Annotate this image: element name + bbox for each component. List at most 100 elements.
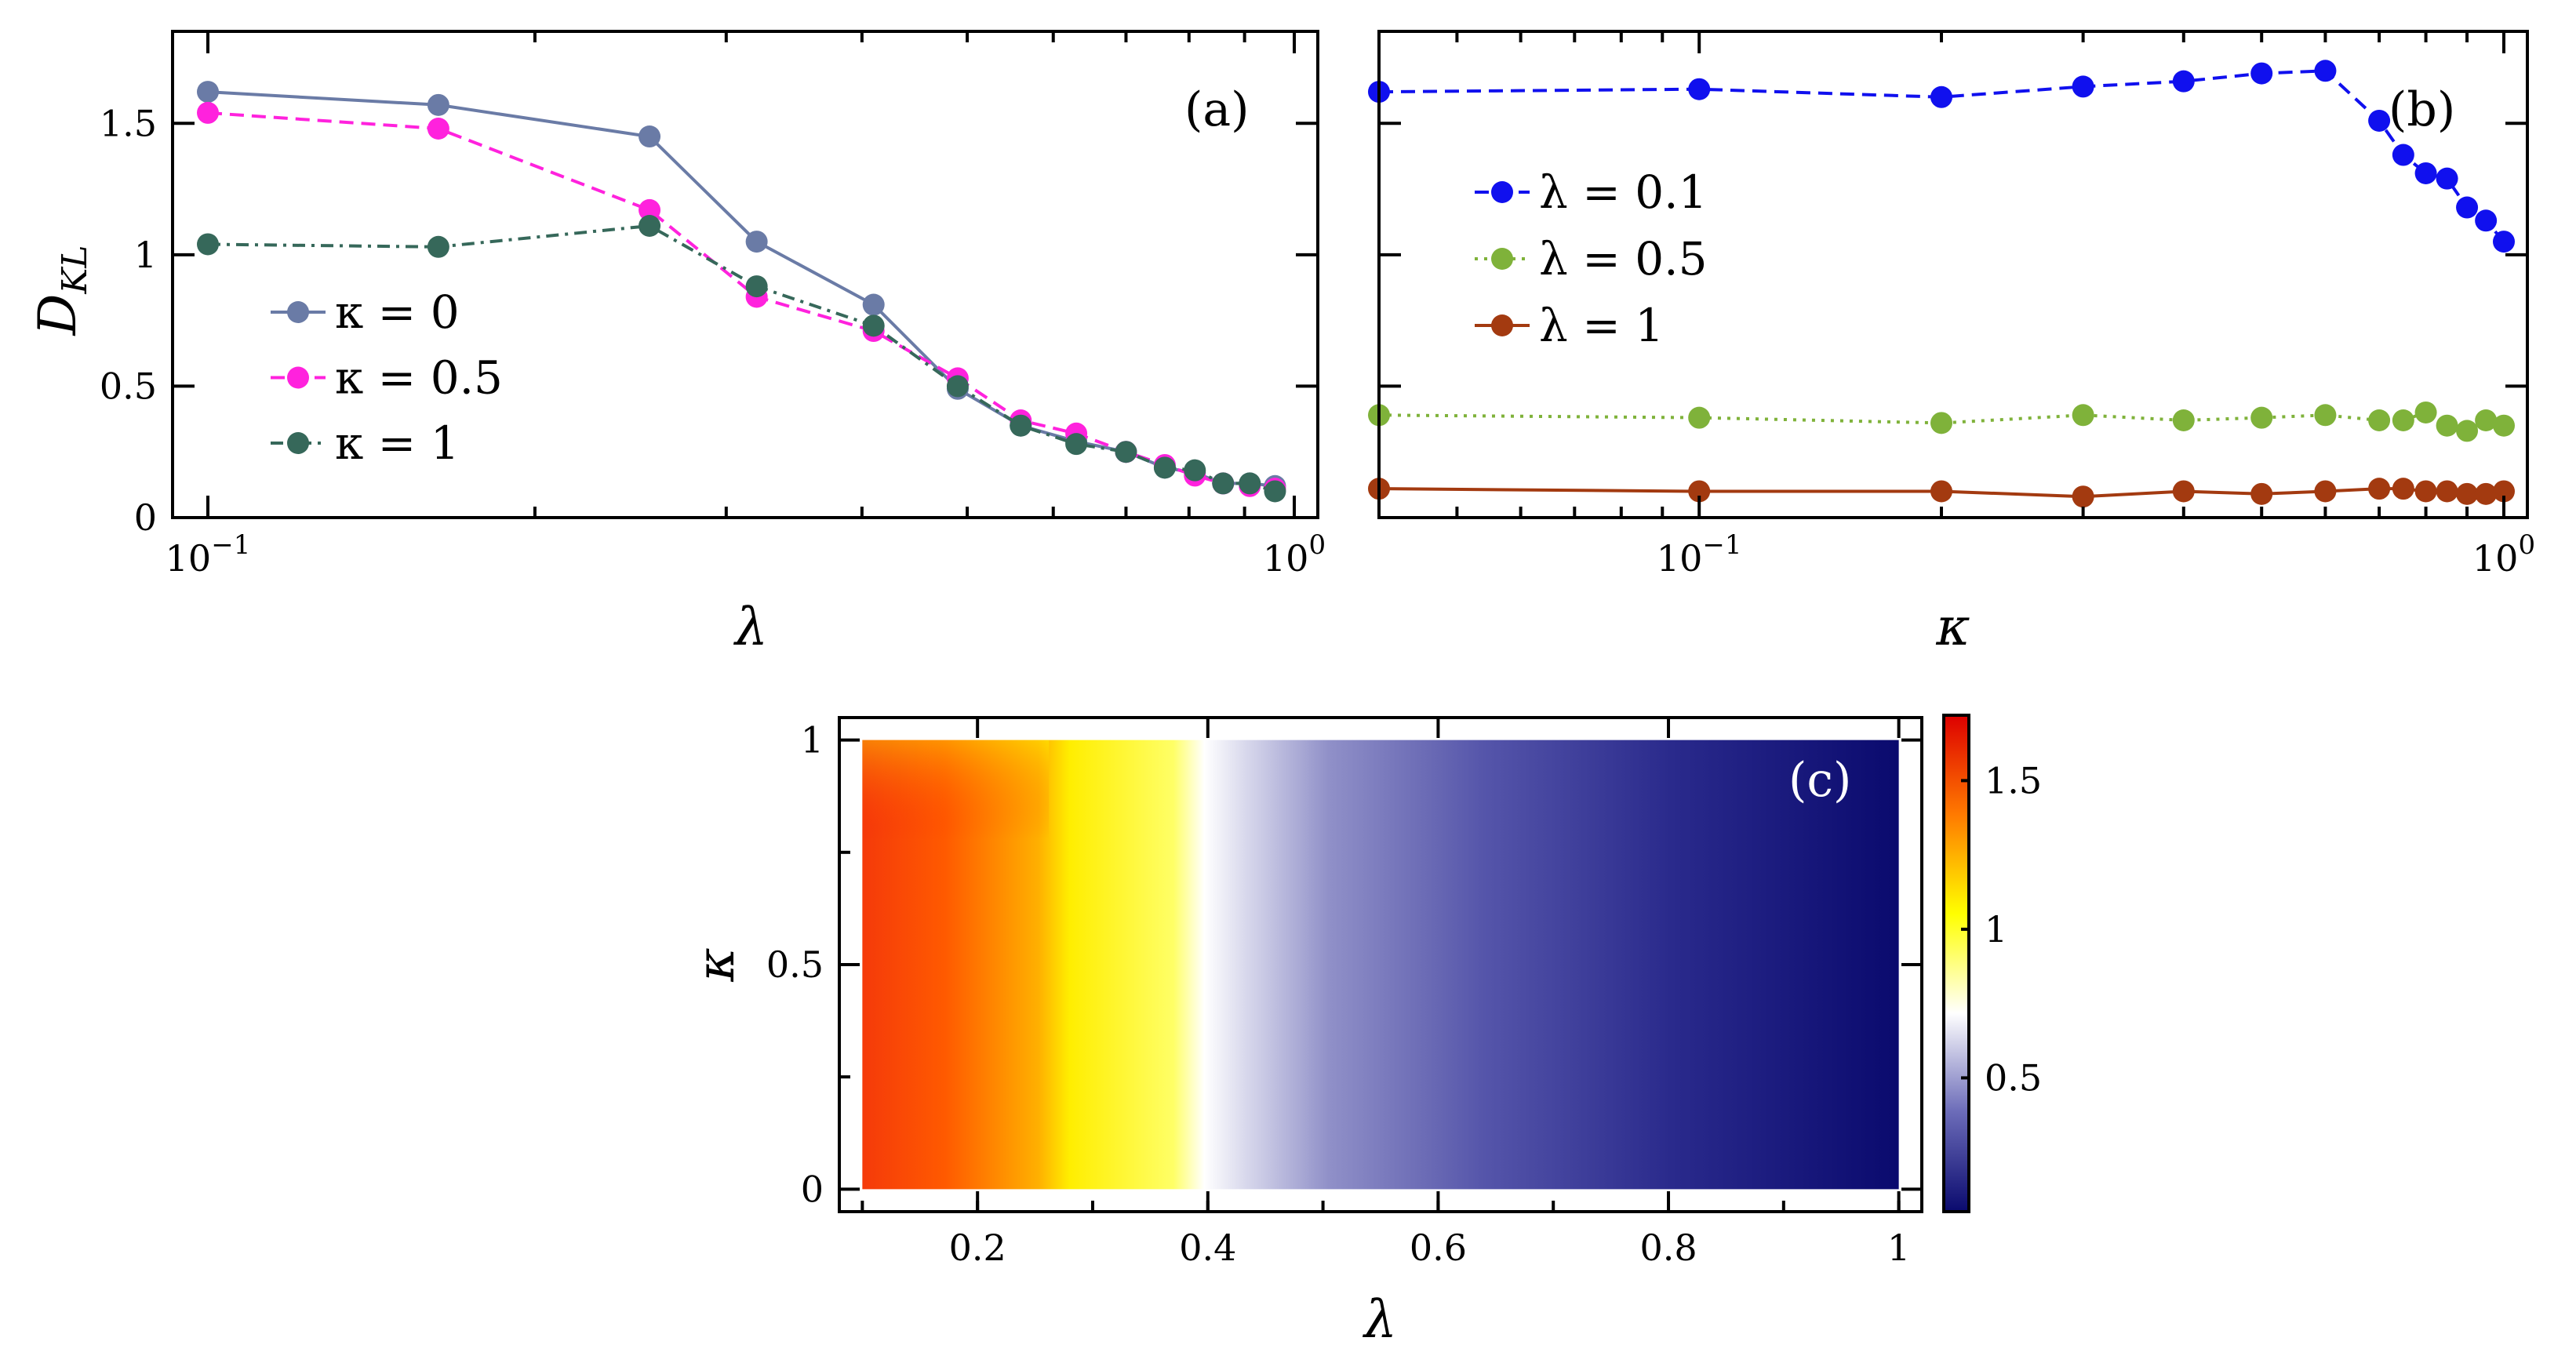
- legend-label: κ = 1: [335, 416, 460, 470]
- colorbar: 0.5 1 1.5: [1942, 714, 2042, 1213]
- y-axis-title-main: D: [27, 294, 88, 336]
- data-point-b-2: [2436, 480, 2458, 503]
- data-point-a-1: [427, 118, 449, 140]
- data-point-a-2: [946, 375, 969, 398]
- y-axis-title-c: κ: [686, 947, 746, 982]
- data-point-a-0: [197, 81, 219, 104]
- panel-a: 00.511.510−1 100 κ = 0κ = 0.5κ = 1 (a) λ …: [27, 30, 1326, 657]
- x-tick-label-a: 100: [1263, 529, 1326, 580]
- data-point-b-1: [2250, 406, 2273, 429]
- y-tick-label-a: 1: [134, 234, 157, 276]
- data-point-b-1: [2475, 409, 2498, 431]
- data-point-a-2: [862, 314, 885, 337]
- data-point-b-0: [1930, 85, 1952, 108]
- data-point-b-0: [2368, 109, 2391, 132]
- data-point-b-0: [2493, 231, 2515, 253]
- panel-label-b: (b): [2389, 82, 2455, 137]
- data-point-a-2: [427, 235, 449, 258]
- data-point-b-2: [2314, 480, 2337, 503]
- legend-marker: [287, 432, 309, 454]
- data-point-b-1: [2172, 409, 2195, 431]
- colorbar-gradient: [1942, 714, 1970, 1213]
- data-point-b-2: [2072, 485, 2094, 508]
- panel-label-a: (a): [1184, 82, 1250, 137]
- y-tick-label-a: 0: [134, 496, 157, 539]
- series-line-b-1: [1378, 410, 2505, 433]
- legend-label: λ = 1: [1539, 299, 1664, 352]
- svg-text:DKL: DKL: [27, 245, 95, 336]
- data-point-a-2: [1212, 472, 1235, 495]
- data-point-b-2: [1930, 480, 1952, 503]
- data-point-a-2: [1239, 472, 1261, 495]
- data-point-a-1: [639, 198, 661, 221]
- heatmap-shade: [862, 740, 1050, 943]
- x-tick-label-c: 0.2: [949, 1227, 1006, 1269]
- data-point-b-1: [2414, 401, 2437, 423]
- data-point-b-2: [2172, 480, 2195, 503]
- x-tick-label-c: 0.4: [1179, 1227, 1236, 1269]
- legend-label: κ = 0: [335, 285, 460, 339]
- data-point-b-0: [2475, 209, 2498, 232]
- data-point-b-0: [2414, 162, 2437, 184]
- data-point-b-0: [2072, 75, 2094, 98]
- data-point-b-1: [2436, 414, 2458, 437]
- data-point-b-1: [2392, 409, 2414, 431]
- data-point-b-2: [2392, 478, 2414, 500]
- x-axis-title-b: κ: [1935, 597, 1970, 657]
- legend-marker: [1491, 181, 1513, 203]
- data-point-b-1: [2072, 404, 2094, 427]
- data-point-b-0: [1688, 78, 1711, 100]
- plot-a-frame: [171, 30, 1319, 519]
- legend-a: κ = 0 κ = 0.5 κ = 1: [271, 285, 503, 470]
- data-point-b-1: [2314, 404, 2337, 427]
- x-tick-label-c: 1: [1887, 1227, 1910, 1269]
- y-axis-title-a: DKL: [27, 245, 95, 336]
- y-axis-title-sub: KL: [55, 245, 95, 294]
- legend-marker: [1491, 314, 1513, 336]
- legend-marker: [287, 366, 309, 389]
- data-point-a-0: [639, 125, 661, 148]
- data-point-b-0: [2172, 70, 2195, 93]
- data-point-b-1: [1930, 412, 1952, 434]
- x-tick-label-c: 0.6: [1410, 1227, 1467, 1269]
- legend-marker: [287, 301, 309, 323]
- data-point-a-2: [745, 275, 768, 298]
- data-point-b-2: [2250, 482, 2273, 505]
- panel-label-c: (c): [1788, 753, 1851, 808]
- data-point-b-2: [2456, 482, 2479, 505]
- colorbar-tick-label: 0.5: [1985, 1056, 2042, 1099]
- x-axis-title-a: λ: [733, 597, 768, 657]
- legend-b: λ = 0.1 λ = 0.5 λ = 1: [1475, 165, 1707, 352]
- legend-label: λ = 0.5: [1539, 232, 1707, 285]
- data-point-b-0: [2392, 144, 2414, 166]
- data-point-b-0: [2250, 62, 2273, 85]
- y-tick-label-c: 1: [801, 719, 824, 761]
- data-point-a-2: [1184, 459, 1206, 482]
- colorbar-tick-label: 1: [1985, 908, 2007, 950]
- plot-b-frame: [1377, 30, 2529, 519]
- legend-marker: [1491, 248, 1513, 270]
- data-point-a-2: [197, 233, 219, 256]
- data-point-a-2: [1115, 441, 1137, 463]
- y-tick-label-a: 0.5: [100, 365, 157, 407]
- data-point-b-1: [1688, 406, 1711, 429]
- legend-label: λ = 0.1: [1539, 165, 1707, 219]
- data-point-a-2: [639, 215, 661, 237]
- data-point-a-2: [1264, 480, 1286, 503]
- data-point-b-1: [2368, 409, 2391, 431]
- data-point-b-0: [2436, 167, 2458, 190]
- svg-text:κ: κ: [686, 947, 746, 982]
- data-point-b-2: [2493, 480, 2515, 503]
- legend-label: κ = 0.5: [335, 351, 503, 405]
- data-point-a-0: [427, 93, 449, 116]
- data-point-b-2: [2475, 482, 2498, 505]
- data-point-b-0: [2314, 60, 2337, 82]
- x-tick-label-a: 10−1: [166, 529, 251, 580]
- data-point-a-1: [197, 101, 219, 124]
- data-point-a-2: [1010, 414, 1032, 437]
- y-tick-label-c: 0.5: [766, 943, 824, 986]
- data-point-a-2: [1153, 456, 1176, 479]
- data-point-b-1: [2456, 420, 2479, 442]
- x-tick-label-b: 10−1: [1657, 529, 1742, 580]
